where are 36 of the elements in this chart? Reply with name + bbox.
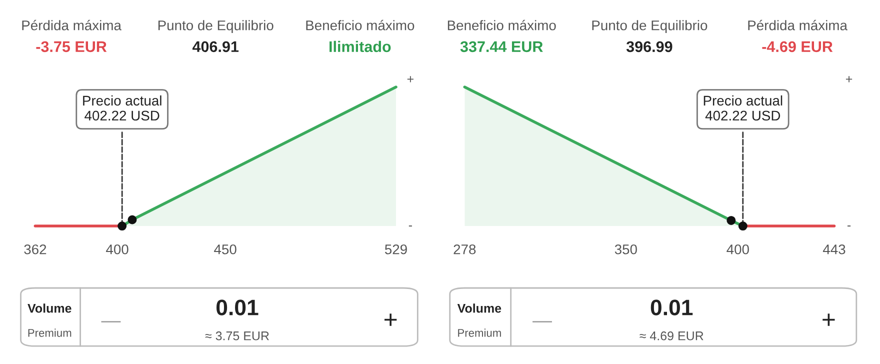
text: Pérdida máxima xyxy=(748,20,848,30)
text: — xyxy=(532,321,552,322)
x-tick-label: 400 xyxy=(726,244,749,254)
text: 0.01 xyxy=(216,300,258,316)
x-tick-label: 443 xyxy=(822,244,846,254)
text: Pérdida máxima xyxy=(22,20,122,30)
x-tick-label: 362 xyxy=(24,244,46,254)
text: -3.75 EUR xyxy=(36,41,107,52)
text: + xyxy=(822,314,835,326)
x-tick-label: 450 xyxy=(214,244,236,254)
text: Volume xyxy=(28,304,72,313)
annotation: Precio actual 402.22 USD xyxy=(704,95,782,121)
text: Punto de Equilibrio xyxy=(592,20,708,34)
text: Beneficio máximo xyxy=(448,20,556,30)
text: -4.69 EUR xyxy=(762,41,833,52)
text: Premium xyxy=(28,328,72,337)
text: + xyxy=(384,314,397,326)
text: ≈ 4.69 EUR xyxy=(640,331,704,340)
text: Volume xyxy=(457,304,502,313)
x-tick-label: 400 xyxy=(106,244,128,254)
text: Punto de Equilibrio xyxy=(158,20,274,34)
text: 406.91 xyxy=(192,41,239,52)
x-tick-label: 278 xyxy=(454,244,476,254)
text: 337.44 EUR xyxy=(460,41,543,52)
text: Ilimitado xyxy=(330,40,391,52)
text: + xyxy=(407,76,414,82)
text: 396.99 xyxy=(626,41,672,52)
text: ≈ 3.75 EUR xyxy=(205,331,269,340)
text: 0.01 xyxy=(650,300,693,316)
x-tick-label: 529 xyxy=(384,244,407,254)
x-tick-label: 350 xyxy=(614,244,637,254)
text: Beneficio máximo xyxy=(306,20,414,30)
text: + xyxy=(846,76,852,82)
annotation: Precio actual 402.22 USD xyxy=(83,95,162,121)
text: Premium xyxy=(458,328,501,337)
text: — xyxy=(101,321,121,322)
